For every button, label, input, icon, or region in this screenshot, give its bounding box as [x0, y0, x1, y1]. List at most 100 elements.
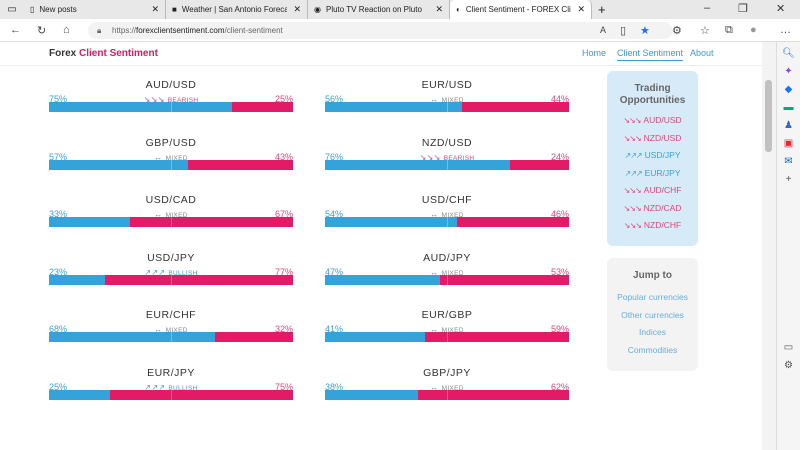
pair-sentiment-eur-chf[interactable]: EUR/CHF 68% ↔ Mixed 32%: [49, 309, 293, 349]
bearish-arrow-icon: ↘↘↘: [623, 116, 641, 125]
pair-sentiment-usd-chf[interactable]: USD/CHF 54% ↔ Mixed 46%: [325, 194, 569, 234]
pair-sentiment-usd-cad[interactable]: USD/CAD 33% ↔ Mixed 67%: [49, 194, 293, 234]
pair-sentiment-nzd-usd[interactable]: NZD/USD 76% ↘↘↘ Bearish 24%: [325, 137, 569, 177]
tools-icon[interactable]: ▬: [783, 102, 794, 113]
back-icon[interactable]: ←: [10, 24, 21, 36]
sentiment-bar: [49, 217, 293, 227]
opportunity-link[interactable]: ↗↗↗ EUR/JPY: [624, 167, 681, 178]
opportunity-link[interactable]: ↗↗↗ USD/JPY: [624, 150, 681, 160]
pair-sentiment-eur-usd[interactable]: EUR/USD 56% ↔ Mixed 44%: [325, 79, 569, 119]
favorites-icon[interactable]: ☆: [700, 24, 710, 37]
site-logo[interactable]: Forex Client Sentiment: [49, 48, 158, 59]
midline: [171, 217, 172, 227]
close-tab-icon[interactable]: ✕: [435, 4, 443, 14]
pair-name: USD/JPY: [147, 251, 195, 264]
signal-badge: ↔ Mixed: [430, 95, 464, 104]
home-icon[interactable]: ⌂: [63, 24, 70, 36]
midline: [171, 159, 172, 170]
sidebar-toggle-icon[interactable]: ▭: [783, 342, 794, 353]
nav-home[interactable]: Home: [582, 48, 607, 58]
panel-title: Jump to: [633, 270, 672, 281]
sentiment-bar: [49, 389, 293, 400]
opportunity-link[interactable]: ↘↘↘ NZD/USD: [623, 132, 682, 143]
pair-sentiment-eur-jpy[interactable]: EUR/JPY 25% ↗↗↗ Bullish 75%: [49, 367, 293, 407]
midline: [447, 159, 448, 170]
short-percent: 46%: [550, 209, 569, 219]
new-tab-button[interactable]: +: [598, 2, 606, 17]
long-fill: [49, 217, 130, 227]
address-bar[interactable]: 🔒︎ https://forexclientsentiment.com/clien…: [88, 22, 673, 39]
scrollbar[interactable]: [762, 42, 776, 450]
bear-arrow-icon: ↘↘↘: [143, 95, 165, 104]
bear-arrow-icon: ↘↘↘: [419, 152, 441, 162]
browser-tab[interactable]: ▯ New posts ✕: [24, 0, 166, 19]
opportunity-link[interactable]: ↘↘↘ AUD/CHF: [623, 185, 682, 195]
nav-about[interactable]: About: [690, 48, 714, 58]
scrollbar-thumb[interactable]: [765, 80, 772, 152]
long-fill: [49, 389, 110, 400]
favorite-star-icon[interactable]: ★: [640, 24, 650, 37]
pair-sentiment-aud-jpy[interactable]: AUD/JPY 47% ↔ Mixed 53%: [325, 252, 569, 292]
opportunity-link[interactable]: ↘↘↘ NZD/CHF: [623, 220, 682, 230]
jump-link[interactable]: Commodities: [627, 344, 678, 355]
nav-client-sentiment[interactable]: Client Sentiment: [617, 48, 684, 61]
jump-link[interactable]: Other currencies: [621, 309, 684, 320]
pair-sentiment-gbp-usd[interactable]: GBP/USD 57% ↔ Mixed 43%: [49, 137, 293, 177]
copilot-icon[interactable]: ✦: [784, 66, 793, 77]
jump-link[interactable]: Indices: [639, 327, 666, 337]
browser-tab[interactable]: ■ Weather | San Antonio Forecast ✕: [166, 0, 308, 19]
tab-actions-icon[interactable]: ▭: [7, 4, 17, 15]
games-icon[interactable]: ♟: [784, 120, 793, 131]
pair-sentiment-eur-gbp[interactable]: EUR/GBP 41% ↔ Mixed 59%: [325, 309, 569, 349]
search-icon[interactable]: 🔍︎: [782, 48, 795, 59]
signal-badge: ↔ Mixed: [430, 382, 464, 392]
opportunity-link[interactable]: ↘↘↘ NZD/CAD: [623, 202, 682, 213]
long-percent: 76%: [325, 151, 344, 162]
browser-tab[interactable]: ◉ Pluto TV Reaction on Pluto ✕: [308, 0, 450, 19]
bullish-arrow-icon: ↗↗↗: [624, 168, 642, 178]
pair-name: AUD/USD: [145, 79, 197, 91]
pair-sentiment-aud-usd[interactable]: AUD/USD 75% ↘↘↘ Bearish 25%: [49, 79, 293, 119]
sentiment-bar: [325, 274, 569, 285]
long-percent: 57%: [49, 151, 68, 162]
settings-icon[interactable]: ⚙: [784, 360, 793, 371]
tab-favicon-icon: ◉: [314, 5, 321, 14]
office-icon[interactable]: ▣: [783, 138, 794, 149]
long-fill: [325, 217, 457, 227]
read-aloud-icon[interactable]: A: [600, 25, 607, 35]
profile-avatar[interactable]: ●: [750, 24, 757, 36]
short-percent: 32%: [274, 324, 293, 334]
jump-link[interactable]: Popular currencies: [617, 292, 688, 302]
browser-tab[interactable]: ◐ Client Sentiment - FOREX Client ✕: [450, 0, 592, 19]
site-header: Forex Client Sentiment Home Client Senti…: [0, 42, 762, 66]
sentiment-bar: [325, 332, 569, 342]
pair-sentiment-gbp-jpy[interactable]: GBP/JPY 38% ↔ Mixed 62%: [325, 367, 569, 407]
minimize-button[interactable]: –: [704, 2, 711, 14]
add-icon[interactable]: +: [785, 174, 792, 185]
tab-bar: ▭ ▯ New posts ✕ ■ Weather | San Antonio Fore…: [0, 0, 800, 19]
mixed-arrow-icon: ↔: [154, 210, 163, 219]
reader-view-icon[interactable]: ▯: [620, 24, 627, 37]
extensions-icon[interactable]: ⚙: [672, 24, 682, 37]
pair-name: EUR/CHF: [145, 309, 197, 321]
close-tab-icon[interactable]: ✕: [577, 4, 585, 14]
long-fill: [325, 332, 426, 342]
sentiment-bar: [49, 274, 293, 285]
tab-favicon-icon: ■: [172, 5, 177, 14]
refresh-icon[interactable]: ↻: [37, 24, 47, 37]
close-tab-icon[interactable]: ✕: [151, 4, 159, 14]
mixed-arrow-icon: ↔: [430, 95, 439, 104]
short-percent: 25%: [274, 94, 293, 104]
shopping-icon[interactable]: ◆: [784, 84, 793, 95]
restore-button[interactable]: ❐: [738, 3, 748, 15]
close-tab-icon[interactable]: ✕: [293, 4, 301, 14]
sentiment-bar: [49, 332, 293, 342]
long-fill: [49, 332, 215, 342]
pair-sentiment-usd-jpy[interactable]: USD/JPY 23% ↗↗↗ Bullish 77%: [49, 252, 293, 292]
opportunity-link[interactable]: ↘↘↘ AUD/USD: [623, 115, 682, 125]
close-window-button[interactable]: ✕: [776, 3, 786, 15]
more-menu-icon[interactable]: …: [780, 24, 791, 36]
sentiment-bar: [325, 217, 569, 227]
collections-icon[interactable]: ⧉: [725, 23, 733, 36]
outlook-icon[interactable]: ✉: [784, 156, 793, 167]
